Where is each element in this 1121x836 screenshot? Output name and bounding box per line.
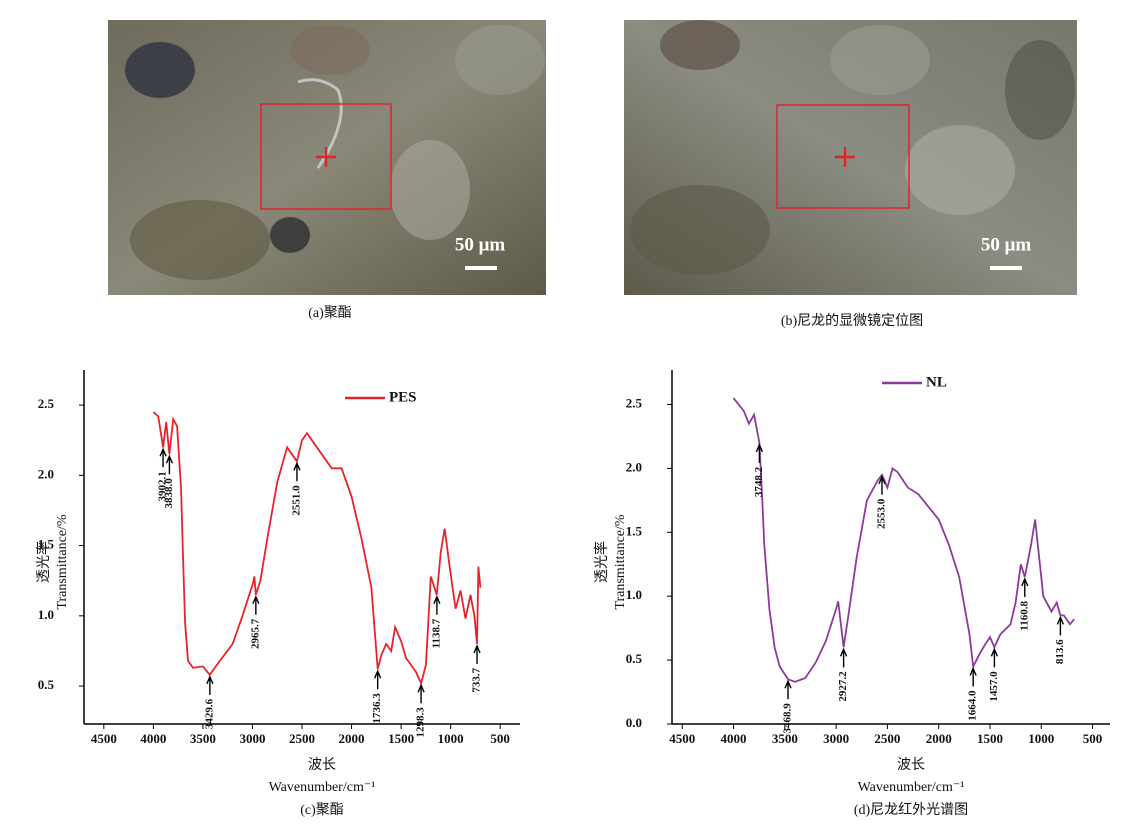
x-tick-label: 4500 (669, 731, 695, 746)
annotation-label: 3748.2 (753, 466, 765, 497)
annotation-label: 1664.0 (967, 690, 979, 721)
annotation-arrow (207, 677, 213, 695)
x-tick-label: 2500 (874, 731, 900, 746)
annotation-label: 2553.0 (876, 498, 888, 529)
x-tick-label: 3000 (239, 731, 265, 746)
y-tick-label: 0.0 (626, 715, 642, 730)
y-tick-label: 2.5 (38, 396, 55, 411)
annotation-label: 1160.8 (1018, 601, 1030, 631)
x-axis-label: 波长 (897, 757, 925, 773)
y-tick-label: 1.0 (38, 607, 54, 622)
annotation-arrow (991, 649, 997, 667)
y-axis-label: Transmittance/% (55, 514, 70, 609)
annotation-arrow (294, 463, 300, 481)
legend-label: NL (926, 374, 947, 390)
x-axis-label: Wavenumber/cm⁻¹ (858, 780, 965, 795)
caption: (b)尼龙的显微镜定位图 (781, 313, 923, 329)
legend-label: PES (389, 389, 417, 405)
annotation-label: 2551.0 (290, 485, 302, 516)
x-tick-label: 2000 (339, 731, 365, 746)
annotation-arrow (1057, 617, 1063, 635)
y-tick-label: 0.5 (38, 677, 55, 692)
annotation-arrow (418, 685, 424, 703)
x-axis-label: 波长 (308, 757, 336, 773)
x-tick-label: 1000 (1028, 731, 1054, 746)
annotation-label: 3838.0 (163, 478, 175, 509)
annotation-label: 1457.0 (988, 671, 1000, 702)
annotation-arrow (160, 449, 166, 467)
y-axis-label: 透光率 (35, 541, 52, 583)
figure: 50 μm 50 μm (a)聚酯 (b)尼龙的显微镜定位图 0.5 1.0 1.5… (0, 0, 1121, 831)
annotation-arrow (434, 597, 440, 615)
caption: (c)聚酯 (300, 802, 344, 818)
x-tick-label: 4500 (91, 731, 117, 746)
annotation-label: 3429.6 (203, 698, 215, 729)
x-tick-label: 2500 (289, 731, 315, 746)
x-tick-label: 3000 (823, 731, 849, 746)
x-axis-label: Wavenumber/cm⁻¹ (269, 780, 376, 795)
annotation-arrow (1022, 579, 1028, 597)
y-tick-label: 2.0 (38, 466, 54, 481)
x-tick-label: 4000 (140, 731, 166, 746)
annotation-label: 1736.3 (371, 693, 383, 724)
x-tick-label: 2000 (926, 731, 952, 746)
caption: (a)聚酯 (308, 305, 352, 321)
annotation-arrow (474, 646, 480, 664)
annotation-label: 733.7 (471, 667, 483, 692)
micrograph-a: 50 μm (108, 20, 546, 295)
x-tick-label: 500 (490, 731, 510, 746)
annotation-label: 813.6 (1054, 639, 1066, 664)
x-tick-label: 3500 (190, 731, 216, 746)
y-axis-label: Transmittance/% (613, 514, 628, 609)
annotation-arrow (970, 668, 976, 686)
annotation-arrow (756, 445, 762, 463)
x-tick-label: 1000 (438, 731, 464, 746)
x-tick-label: 1500 (977, 731, 1003, 746)
page: {"images":[{"scale_bar":"50 μm","caption… (0, 0, 1121, 836)
y-tick-label: 1.5 (626, 523, 643, 538)
y-tick-label: 2.5 (626, 395, 643, 410)
annotation-label: 2965.7 (249, 618, 261, 649)
y-tick-label: 2.0 (626, 459, 642, 474)
scale-bar-label: 50 μm (455, 234, 506, 255)
annotation-arrow (785, 681, 791, 699)
series-line (734, 398, 1075, 682)
annotation-arrow (375, 671, 381, 689)
annotation-label: 1138.7 (430, 618, 442, 648)
scale-bar-label: 50 μm (981, 234, 1032, 255)
y-tick-label: 0.5 (626, 651, 643, 666)
x-tick-label: 4000 (721, 731, 747, 746)
x-tick-label: 1500 (388, 731, 414, 746)
annotation-label: 3468.9 (782, 703, 794, 734)
micrograph-b: 50 μm (624, 20, 1077, 295)
annotation-arrow (841, 649, 847, 667)
annotation-label: 2927.2 (837, 671, 849, 702)
caption: (d)尼龙红外光谱图 (854, 802, 968, 818)
x-tick-label: 500 (1083, 731, 1103, 746)
y-axis-label: 透光率 (593, 541, 610, 583)
annotation-label: 1298.3 (415, 707, 427, 738)
annotation-arrow (253, 597, 259, 615)
